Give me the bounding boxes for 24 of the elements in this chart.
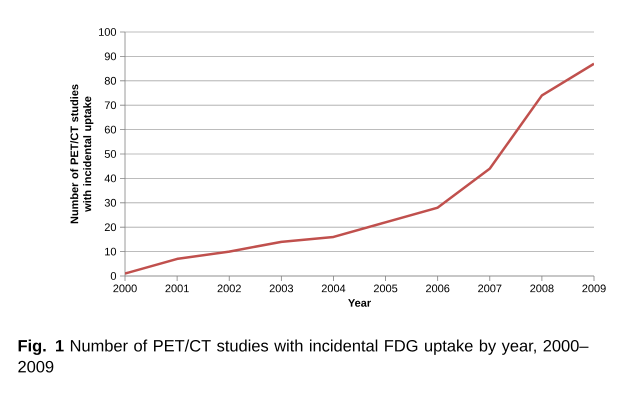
x-tick-label: 2002 bbox=[218, 284, 241, 292]
x-tick-label: 2005 bbox=[374, 284, 398, 292]
x-axis-title: Year bbox=[348, 299, 371, 307]
y-axis-title: Number of PET/CT studies with incidental uptake bbox=[70, 84, 94, 224]
x-tick-label: 2008 bbox=[530, 284, 554, 292]
y-tick-label: 60 bbox=[104, 126, 116, 134]
x-tick-label: 2009 bbox=[582, 284, 606, 292]
x-tick-label: 2007 bbox=[478, 284, 502, 292]
y-tick-label: 50 bbox=[104, 150, 116, 158]
y-tick-label: 20 bbox=[104, 223, 116, 232]
x-tick-label: 2003 bbox=[270, 284, 294, 292]
y-tick-label: 70 bbox=[104, 101, 116, 110]
y-tick-label: 30 bbox=[104, 198, 116, 207]
y-tick-label: 0 bbox=[110, 272, 116, 280]
y-tick-label: 100 bbox=[99, 28, 116, 36]
x-tick-label: 2001 bbox=[165, 284, 189, 292]
y-tick-label: 80 bbox=[104, 76, 116, 85]
y-tick-label: 10 bbox=[105, 248, 116, 256]
x-tick-label: 2000 bbox=[113, 284, 137, 292]
y-tick-label: 40 bbox=[104, 174, 116, 182]
text: Fig. 1 Number of PET/CT studies with incidental FDG uptake by year, 2000–2009 bbox=[18, 340, 588, 373]
x-tick-label: 2006 bbox=[426, 284, 450, 292]
x-tick-label: 2004 bbox=[322, 284, 346, 292]
y-tick-label: 90 bbox=[104, 52, 116, 60]
